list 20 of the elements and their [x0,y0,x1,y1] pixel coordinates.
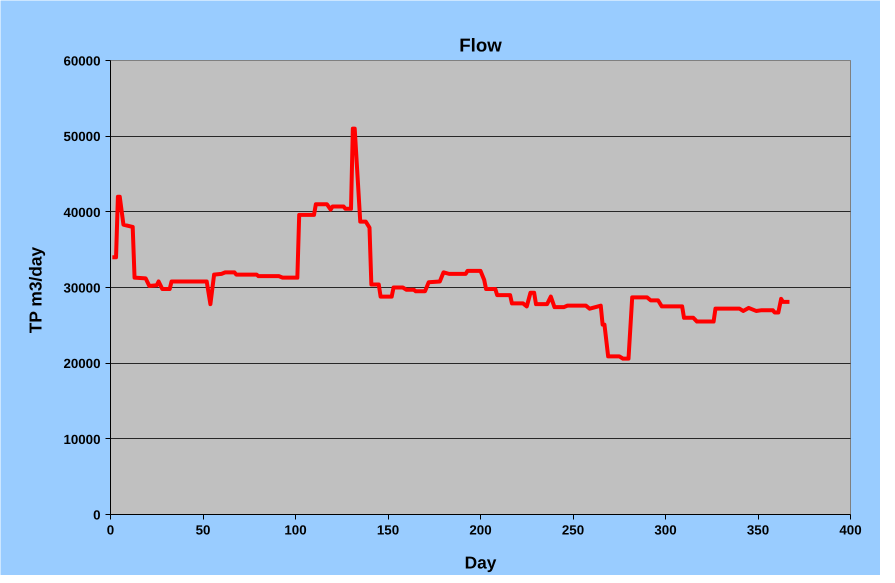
x-tick-label: 250 [562,522,584,538]
y-tick-label: 30000 [63,280,100,296]
chart-title: Flow [459,34,502,56]
x-tick-label: 350 [746,522,770,538]
x-tick-label: 200 [469,522,492,538]
y-tick-label: 60000 [63,54,100,68]
y-tick-label: 10000 [63,432,100,447]
line-series [110,126,792,361]
y-tick-label: 40000 [63,204,100,220]
y-tick-label: 20000 [63,356,100,372]
y-tick-label: 0 [93,508,101,522]
x-tick-label: 400 [839,522,862,538]
y-tick-label: 50000 [63,129,100,144]
x-axis-title: Day [464,552,497,572]
x-tick-label: 150 [376,522,400,538]
x-tick-label: 300 [654,522,677,538]
x-tick-label: 100 [284,522,307,538]
y-axis-title: TP m3/day [25,246,46,334]
x-tick-label: 0 [106,522,114,538]
x-tick-label: 50 [196,522,210,538]
